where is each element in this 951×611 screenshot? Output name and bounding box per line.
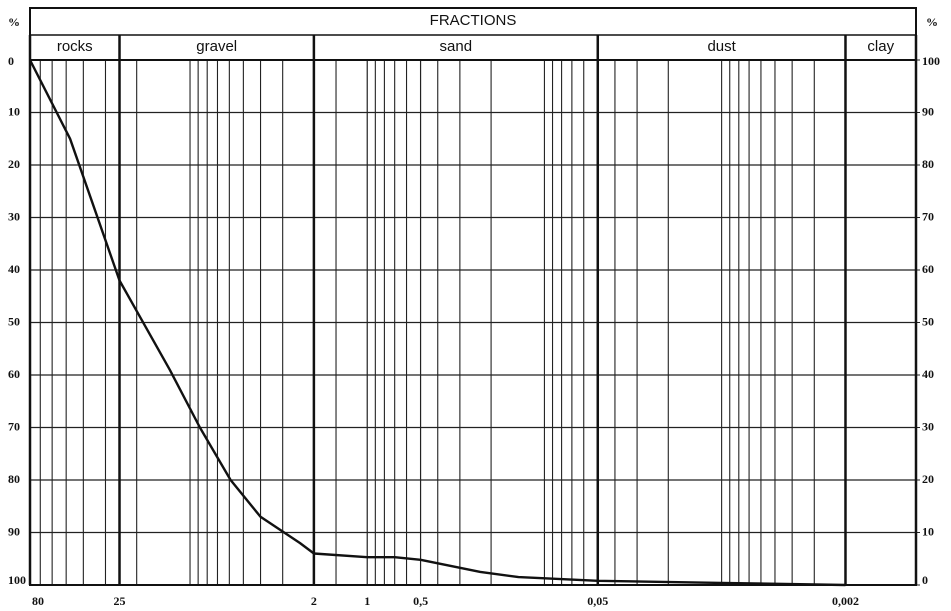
- y-tick-label: 0: [8, 54, 14, 68]
- y2-tick-label: 50: [922, 314, 934, 328]
- x-tick-label: 0,5: [413, 594, 428, 608]
- y2-tick-label: 0: [922, 573, 928, 587]
- x-tick-label: 0,05: [587, 594, 608, 608]
- y-tick-label: 60: [8, 367, 20, 381]
- x-tick-label: 80: [32, 594, 44, 608]
- y-tick-label: 70: [8, 419, 20, 433]
- x-tick-label: 0,002: [832, 594, 859, 608]
- y-axis-label: %: [8, 15, 20, 29]
- y2-tick-label: 90: [922, 104, 934, 118]
- y2-tick-label: 70: [922, 209, 934, 223]
- fraction-label: dust: [707, 38, 736, 55]
- y2-tick-label: 80: [922, 157, 934, 171]
- fraction-label: gravel: [196, 38, 237, 55]
- x-tick-label: 1: [364, 594, 370, 608]
- y2-tick-label: 100: [922, 54, 940, 68]
- y-tick-label: 100: [8, 573, 26, 587]
- y2-tick-label: 10: [922, 524, 934, 538]
- y-tick-label: 40: [8, 262, 20, 276]
- y2-tick-label: 60: [922, 262, 934, 276]
- fraction-label: rocks: [57, 38, 93, 55]
- chart-title: FRACTIONS: [430, 12, 517, 29]
- y2-tick-label: 20: [922, 472, 934, 486]
- y-tick-label: 20: [8, 157, 20, 171]
- y-tick-label: 10: [8, 104, 20, 118]
- y-tick-label: 30: [8, 209, 20, 223]
- x-tick-label: 2: [311, 594, 317, 608]
- fraction-label: sand: [440, 38, 473, 55]
- y2-axis-label: %: [926, 15, 938, 29]
- grading-curve: [28, 59, 846, 587]
- y-tick-label: 50: [8, 314, 20, 328]
- y-tick-label: 90: [8, 524, 20, 538]
- fraction-label: clay: [867, 38, 894, 55]
- y2-tick-label: 30: [922, 419, 934, 433]
- x-tick-label: 25: [114, 594, 126, 608]
- y2-tick-label: 40: [922, 367, 934, 381]
- frame: [29, 7, 917, 586]
- y-tick-label: 80: [8, 472, 20, 486]
